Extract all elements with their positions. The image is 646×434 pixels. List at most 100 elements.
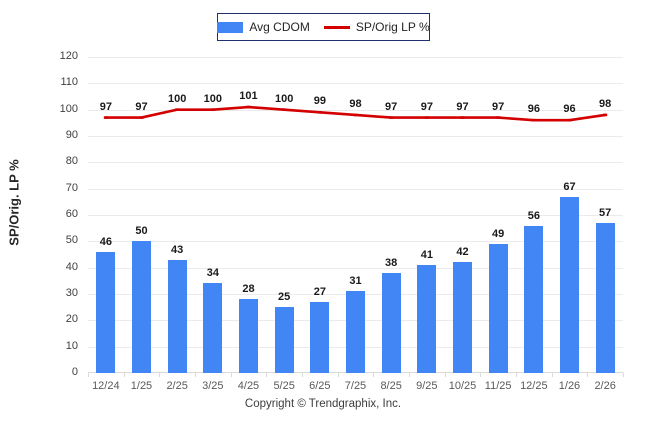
- line-swatch-icon: [323, 25, 350, 29]
- bar[interactable]: [345, 291, 366, 373]
- x-axis-tick-label: 12/25: [520, 380, 548, 392]
- bar-value-label: 41: [420, 249, 433, 262]
- gridline: [88, 188, 623, 190]
- bar-value-label: 25: [278, 291, 291, 304]
- line-marker[interactable]: [210, 108, 215, 111]
- bar[interactable]: [96, 251, 116, 373]
- gridline: [88, 136, 623, 137]
- line-marker[interactable]: [246, 105, 251, 109]
- x-axis-tick-label: 11/25: [484, 380, 512, 392]
- x-axis-tick-mark: [195, 373, 196, 377]
- bar[interactable]: [238, 299, 259, 373]
- y-axis-tick-label: 100: [59, 102, 78, 115]
- y-axis-tick-label: 70: [65, 181, 78, 194]
- x-axis-tick-mark: [480, 373, 482, 377]
- gridline: [88, 57, 623, 58]
- line-marker[interactable]: [603, 113, 608, 117]
- line-marker[interactable]: [424, 116, 429, 119]
- x-axis-tick-label: 1/25: [130, 380, 153, 392]
- line-value-label: 96: [527, 103, 540, 116]
- y-axis-tick-label: 10: [65, 339, 78, 352]
- bar[interactable]: [595, 222, 615, 373]
- x-axis-tick-mark: [230, 373, 232, 377]
- bar[interactable]: [488, 243, 508, 373]
- x-axis-tick-mark: [516, 373, 517, 377]
- x-axis-tick-mark: [123, 373, 125, 377]
- line-marker[interactable]: [282, 108, 287, 111]
- x-axis-tick-label: 12/24: [92, 380, 120, 392]
- line-marker[interactable]: [567, 118, 572, 122]
- x-axis-tick-mark: [266, 373, 268, 377]
- gridline: [88, 109, 623, 111]
- x-axis-tick-mark: [373, 373, 375, 377]
- bar[interactable]: [203, 283, 223, 373]
- y-axis-tick-label: 90: [65, 129, 78, 141]
- line-value-label: 96: [563, 103, 576, 116]
- line-marker[interactable]: [389, 116, 394, 119]
- plot-area: 46 50 43 34 28 25 27 31 38 41 42 49 56 67 57 97 97 100 10…: [88, 57, 623, 373]
- legend-item-avg-cdom: Avg CDOM: [217, 20, 310, 34]
- line-marker[interactable]: [139, 116, 144, 119]
- bar-swatch-icon: [217, 21, 244, 33]
- x-axis-tick-mark: [409, 373, 410, 377]
- line-series-sp-orig-lp: [103, 105, 608, 122]
- bar-value-label: 56: [527, 209, 540, 222]
- bar-value-label: 49: [492, 227, 505, 240]
- y-axis-tick-label: 20: [65, 313, 78, 326]
- legend-item-label: Avg CDOM: [249, 20, 310, 34]
- bar-value-label: 57: [599, 206, 612, 219]
- gridline: [88, 267, 623, 269]
- line-value-label: 97: [456, 100, 469, 113]
- x-axis-tick-label: 2/25: [166, 380, 188, 392]
- line-marker[interactable]: [496, 116, 501, 119]
- line-value-label: 100: [274, 92, 294, 105]
- x-axis-tick-label: 2/26: [594, 380, 616, 392]
- bar-value-label: 27: [313, 285, 326, 298]
- bar[interactable]: [274, 307, 294, 373]
- x-axis-tick-mark: [587, 373, 589, 377]
- legend-item-label: SP/Orig LP %: [355, 20, 430, 34]
- line-value-label: 99: [313, 95, 326, 108]
- bar-value-label: 46: [99, 235, 112, 248]
- x-axis-tick-label: 5/25: [273, 380, 295, 392]
- copyright-notice: Copyright © Trendgraphix, Inc.: [244, 398, 402, 410]
- bar[interactable]: [381, 272, 401, 373]
- bar[interactable]: [310, 301, 330, 373]
- line-marker[interactable]: [175, 108, 180, 111]
- line-value-label: 98: [599, 97, 612, 110]
- x-axis-tick-mark: [623, 373, 624, 377]
- x-axis-tick-label: 8/25: [380, 380, 402, 392]
- bar[interactable]: [559, 196, 580, 373]
- line-marker[interactable]: [317, 111, 322, 114]
- x-axis-tick-mark: [88, 373, 89, 377]
- bar-value-label: 34: [206, 267, 219, 280]
- line-value-label: 101: [239, 90, 258, 103]
- line-value-label: 97: [420, 100, 433, 113]
- bar-value-label: 28: [242, 283, 255, 296]
- line-marker[interactable]: [460, 116, 465, 119]
- bar-value-label: 67: [563, 180, 576, 193]
- line-marker[interactable]: [103, 116, 108, 119]
- bar[interactable]: [167, 259, 187, 373]
- y-axis-title-text: SP/Orig. LP %: [6, 158, 22, 246]
- line-marker[interactable]: [353, 113, 358, 117]
- bar-value-label: 43: [171, 243, 184, 256]
- y-axis-tick-label: 30: [65, 287, 78, 299]
- line-value-label: 97: [135, 100, 148, 113]
- bar-value-label: 42: [456, 246, 469, 259]
- x-axis-tick-label: 7/25: [344, 380, 367, 392]
- line-marker[interactable]: [531, 118, 536, 122]
- line-value-label: 97: [99, 100, 112, 113]
- x-axis-tick-label: 6/25: [309, 380, 331, 392]
- bar[interactable]: [452, 262, 473, 373]
- bar[interactable]: [524, 225, 544, 373]
- x-axis-tick-label: 3/25: [202, 380, 224, 392]
- line-value-label: 100: [203, 92, 222, 105]
- bar[interactable]: [417, 265, 437, 373]
- bar[interactable]: [131, 241, 152, 373]
- y-axis-tick-label: 80: [65, 155, 78, 168]
- y-axis-tick-label: 40: [65, 260, 78, 273]
- y-axis-tick-label: 60: [65, 208, 78, 220]
- bar-value-label: 31: [349, 275, 362, 288]
- y-axis-title: SP/Orig. LP %: [0, 0, 28, 434]
